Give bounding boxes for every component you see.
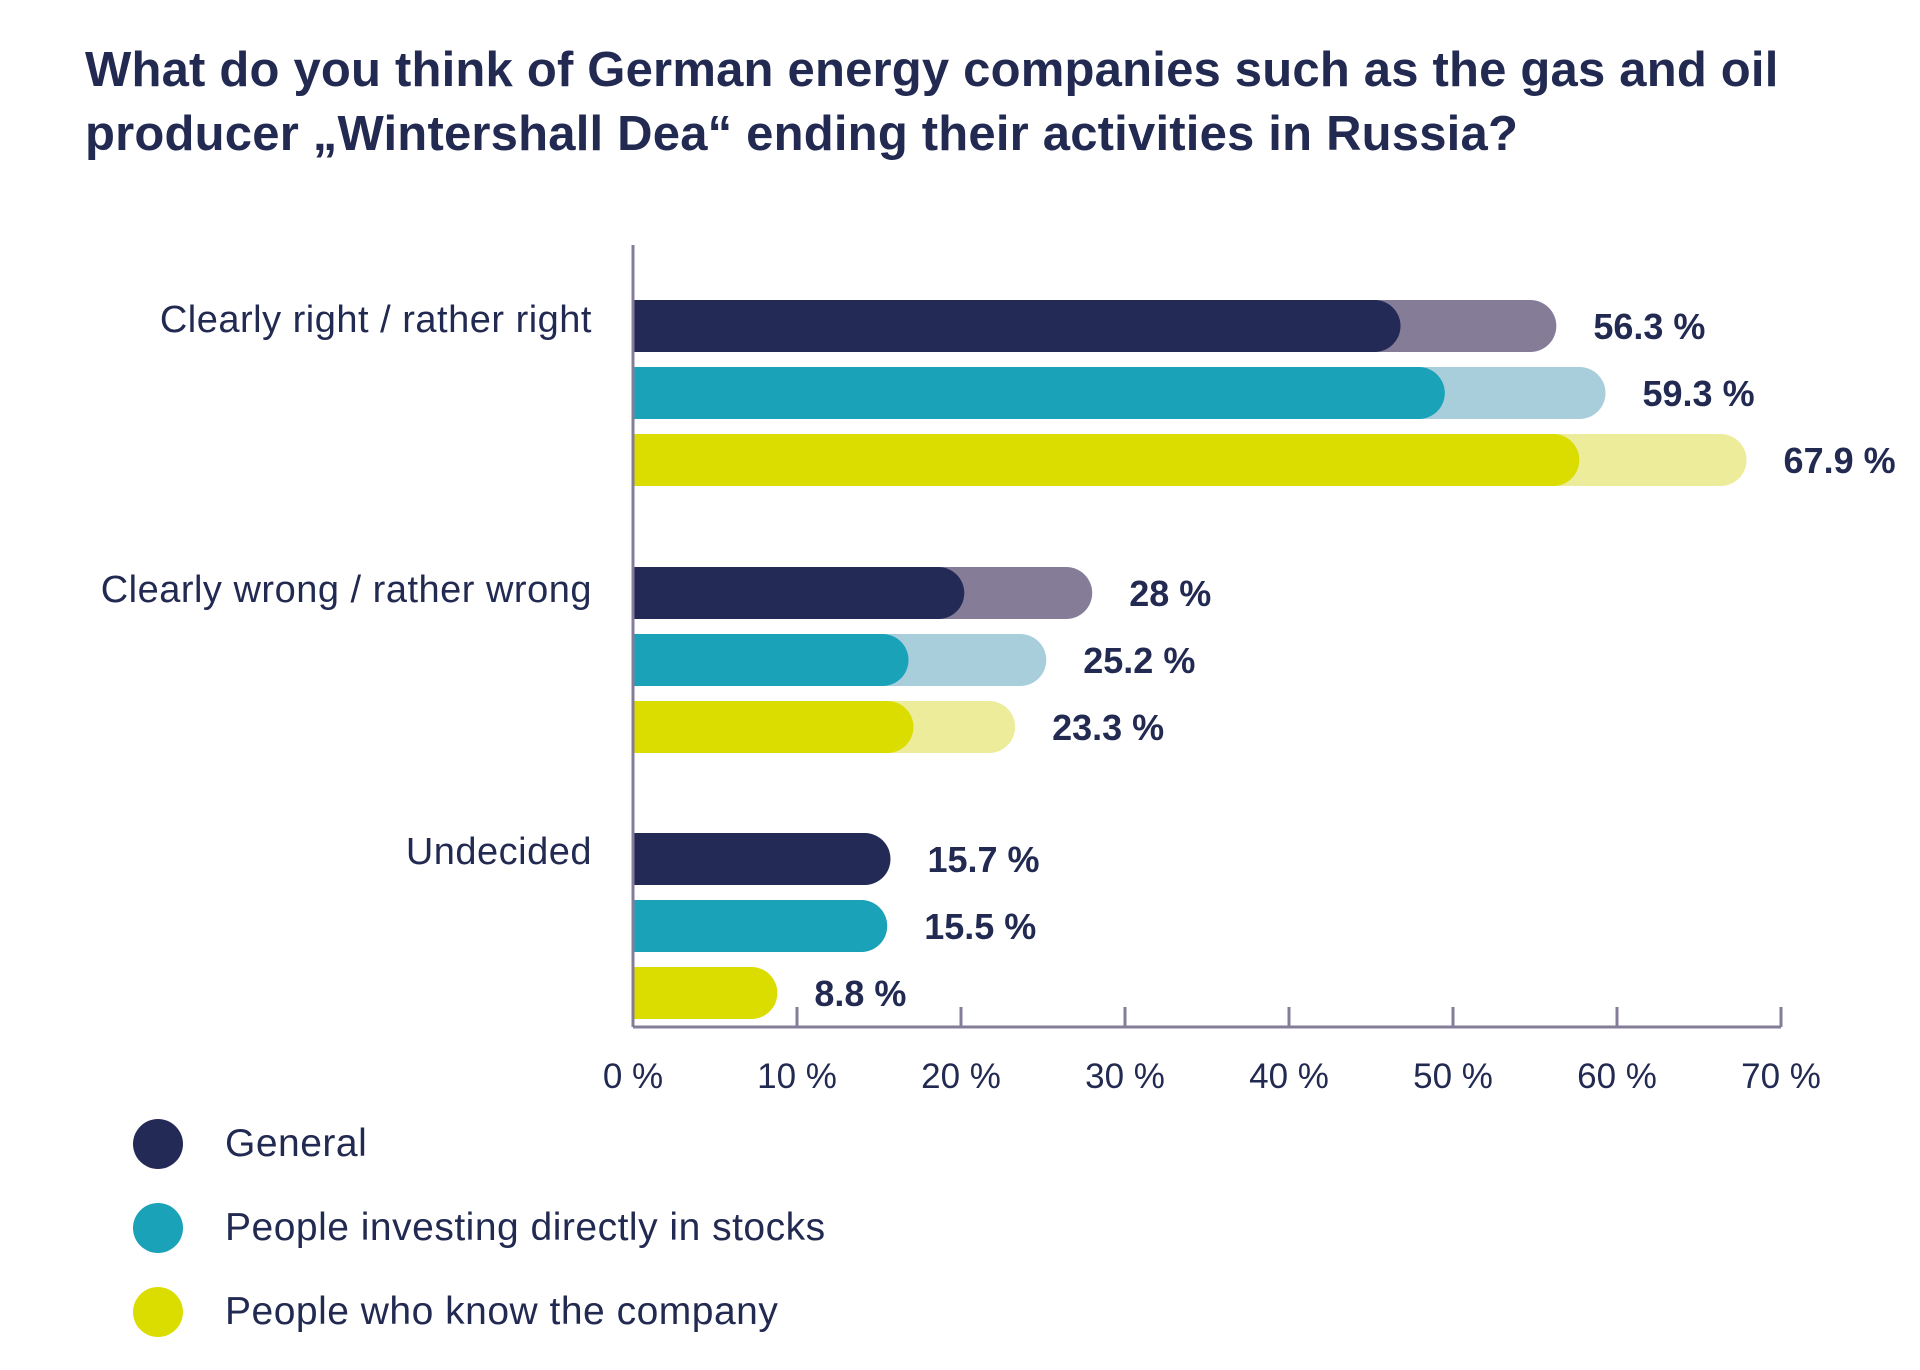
- value-label-0-2: 15.7 %: [927, 839, 1039, 880]
- x-tick-label-70: 70 %: [1741, 1057, 1821, 1096]
- value-label-1-1: 25.2 %: [1083, 640, 1195, 681]
- value-label-2-0: 67.9 %: [1784, 440, 1896, 481]
- value-label-1-2: 15.5 %: [924, 906, 1036, 947]
- legend-label-stock-investors: People investing directly in stocks: [225, 1206, 826, 1249]
- bar-0-1: [633, 567, 965, 619]
- category-label-2: Undecided: [406, 831, 592, 873]
- x-tick-label-50: 50 %: [1413, 1057, 1493, 1096]
- chart-title: What do you think of German energy compa…: [85, 43, 1779, 161]
- labels-layer: 56.3 % 28 % 15.7 % 59.3 % 25.2 % 15.5 % 67.9 %…: [101, 299, 1896, 1096]
- bar-2-2: [633, 967, 778, 1019]
- axis-layer: [631, 245, 1783, 1029]
- category-label-0: Clearly right / rather right: [160, 299, 592, 341]
- value-label-0-0: 56.3 %: [1593, 306, 1705, 347]
- bar-2-1: [633, 701, 914, 753]
- legend-swatch-general: [133, 1119, 183, 1169]
- legend-label-general: General: [225, 1122, 368, 1165]
- x-tick-label-10: 10 %: [757, 1057, 837, 1096]
- x-tick-label-60: 60 %: [1577, 1057, 1657, 1096]
- bar-1-1: [633, 634, 909, 686]
- value-label-1-0: 59.3 %: [1643, 373, 1755, 414]
- category-label-1: Clearly wrong / rather wrong: [101, 569, 592, 611]
- x-tick-label-20: 20 %: [921, 1057, 1001, 1096]
- legend-swatch-stock-investors: [133, 1203, 183, 1253]
- bar-2-0: [633, 434, 1580, 486]
- bar-0-0: [633, 300, 1401, 352]
- legend: General People investing directly in sto…: [133, 1118, 826, 1370]
- x-tick-label-0: 0 %: [603, 1057, 663, 1096]
- bar-1-0: [633, 367, 1445, 419]
- value-label-2-2: 8.8 %: [814, 973, 906, 1014]
- legend-item-general: General: [133, 1118, 826, 1170]
- x-tick-label-30: 30 %: [1085, 1057, 1165, 1096]
- value-label-2-1: 23.3 %: [1052, 707, 1164, 748]
- legend-swatch-company-knowers: [133, 1287, 183, 1337]
- legend-item-company-knowers: People who know the company: [133, 1286, 826, 1338]
- bars-layer: [633, 300, 1747, 1019]
- x-tick-label-40: 40 %: [1249, 1057, 1329, 1096]
- legend-label-company-knowers: People who know the company: [225, 1290, 779, 1333]
- value-label-0-1: 28 %: [1129, 573, 1211, 614]
- bar-0-2: [633, 833, 891, 885]
- legend-item-stock-investors: People investing directly in stocks: [133, 1202, 826, 1254]
- bar-1-2: [633, 900, 888, 952]
